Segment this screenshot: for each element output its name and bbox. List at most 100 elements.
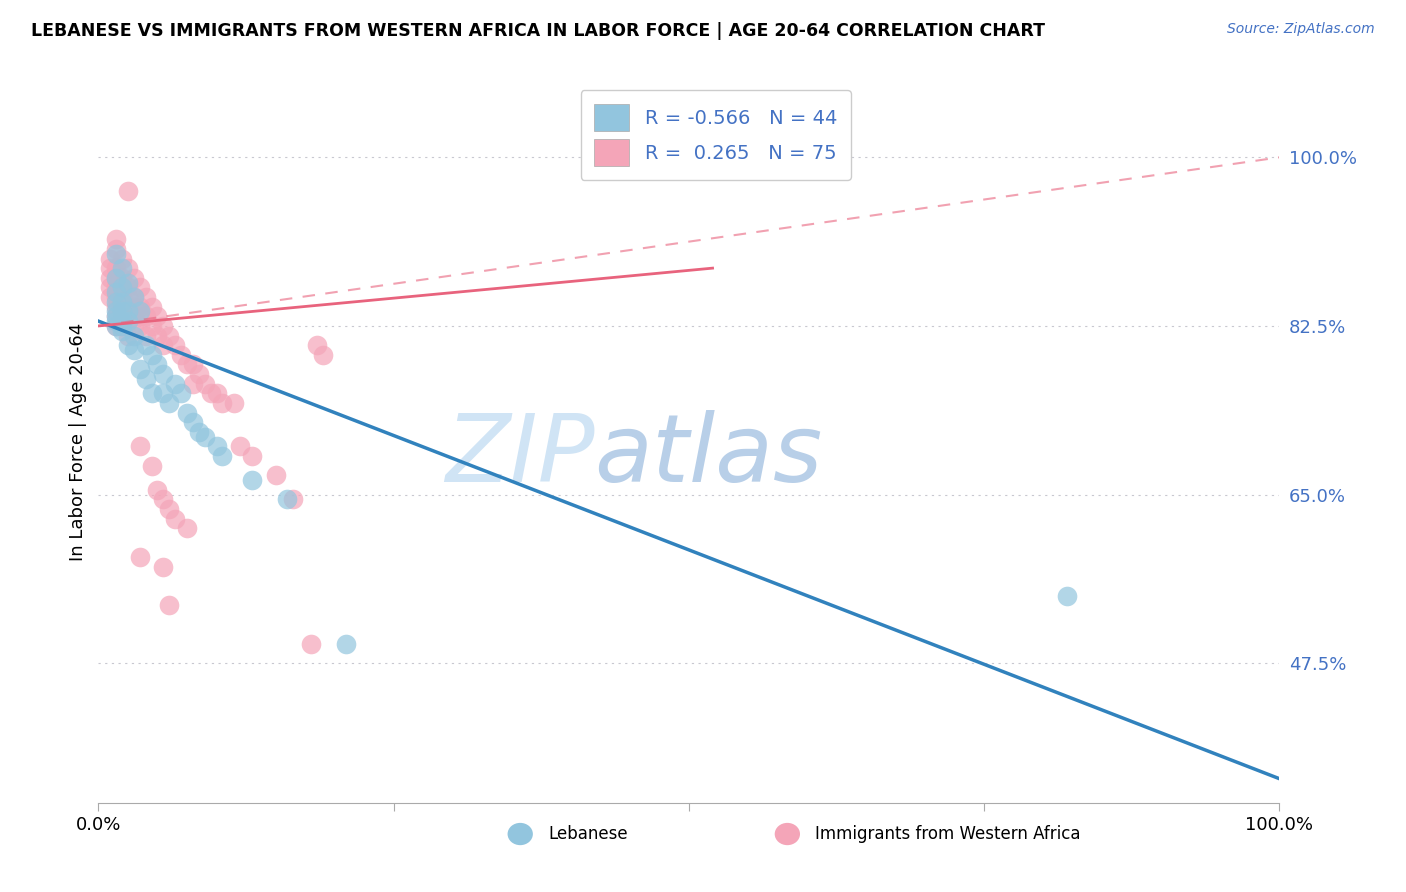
Point (240, 449, 263, 463)
Point (105, 318, 128, 333)
Point (122, 328, 145, 343)
Point (176, 406, 198, 420)
Point (122, 290, 145, 304)
Point (165, 376, 187, 391)
Point (122, 290, 145, 304)
Point (105, 294, 128, 309)
Point (141, 386, 163, 401)
Point (135, 310, 157, 324)
Point (117, 261, 139, 276)
Point (111, 261, 134, 276)
Point (135, 372, 157, 386)
Point (170, 386, 193, 401)
Point (176, 521, 198, 535)
Point (117, 300, 139, 314)
Point (200, 386, 222, 401)
Point (128, 439, 150, 453)
Point (117, 314, 139, 328)
Point (105, 246, 128, 260)
Point (117, 338, 139, 352)
Point (157, 502, 180, 516)
Point (117, 280, 139, 294)
Point (105, 314, 128, 328)
Point (240, 473, 263, 487)
Text: Immigrants from Western Africa: Immigrants from Western Africa (815, 825, 1081, 843)
Point (111, 310, 134, 324)
Point (141, 318, 163, 333)
Point (117, 304, 139, 318)
Point (312, 348, 335, 362)
Point (181, 376, 204, 391)
Point (152, 559, 174, 574)
Point (181, 415, 204, 429)
Point (157, 396, 180, 410)
Point (105, 232, 128, 246)
Point (111, 304, 134, 318)
Point (141, 458, 163, 473)
Point (122, 343, 145, 357)
Point (117, 328, 139, 343)
Point (111, 318, 134, 333)
Point (98, 261, 121, 276)
Point (157, 328, 180, 343)
Point (146, 328, 169, 343)
Point (187, 425, 209, 439)
Point (98, 270, 121, 285)
Point (211, 396, 233, 410)
Point (128, 310, 150, 324)
Point (128, 280, 150, 294)
Point (105, 318, 128, 333)
Text: Source: ZipAtlas.com: Source: ZipAtlas.com (1227, 22, 1375, 37)
Point (105, 300, 128, 314)
Point (276, 492, 298, 507)
Point (305, 338, 328, 352)
Point (111, 280, 134, 294)
Point (105, 285, 128, 300)
Point (170, 348, 193, 362)
Point (105, 270, 128, 285)
Point (229, 439, 252, 453)
Point (165, 338, 187, 352)
Point (152, 367, 174, 381)
Text: atlas: atlas (595, 410, 823, 501)
Point (152, 492, 174, 507)
Point (146, 358, 169, 372)
Point (194, 430, 217, 444)
Point (128, 300, 150, 314)
Point (105, 261, 128, 276)
Point (111, 324, 134, 338)
Point (335, 637, 357, 651)
Point (98, 290, 121, 304)
Point (128, 318, 150, 333)
Point (187, 367, 209, 381)
Point (117, 184, 139, 198)
Point (205, 386, 228, 401)
Point (264, 468, 287, 483)
Point (122, 318, 145, 333)
Point (105, 310, 128, 324)
Point (176, 358, 198, 372)
Point (111, 252, 134, 266)
Point (152, 386, 174, 401)
Point (141, 348, 163, 362)
Point (283, 492, 305, 507)
Point (165, 511, 187, 525)
Text: ZIP: ZIP (444, 410, 595, 501)
Text: Lebanese: Lebanese (548, 825, 628, 843)
Point (152, 318, 174, 333)
Point (152, 338, 174, 352)
Legend: R = -0.566   N = 44, R =  0.265   N = 75: R = -0.566 N = 44, R = 0.265 N = 75 (581, 90, 851, 180)
Point (105, 242, 128, 256)
Point (135, 338, 157, 352)
Point (111, 294, 134, 309)
Point (157, 599, 180, 613)
Point (122, 270, 145, 285)
Point (111, 280, 134, 294)
Point (128, 362, 150, 376)
Point (111, 318, 134, 333)
Point (1056, 589, 1078, 603)
Point (194, 376, 217, 391)
Point (105, 270, 128, 285)
Point (117, 276, 139, 290)
Point (105, 290, 128, 304)
